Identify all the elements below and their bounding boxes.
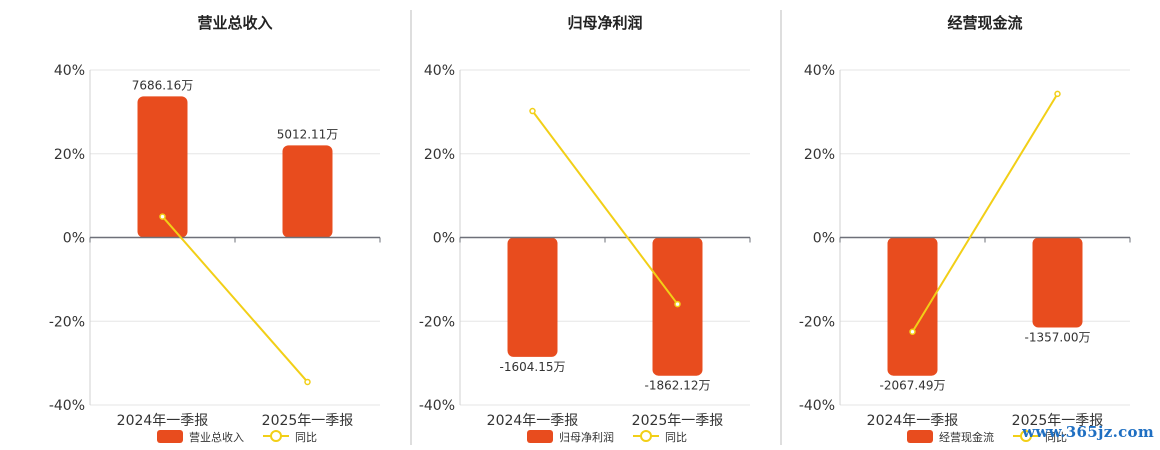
yoy-point [1054, 90, 1061, 98]
legend-label-bar: 归母净利润 [559, 430, 614, 444]
chart-panel-1: 营业总收入 40% 20% 0% -20% -40% 7686.16万 5012.11万 202… [49, 14, 381, 444]
y-tick-label: -40% [419, 398, 455, 414]
yoy-point [674, 300, 681, 308]
legend-label-line: 同比 [665, 431, 687, 444]
bar [137, 96, 188, 238]
legend-label-line: 同比 [1045, 431, 1067, 444]
x-tick-label: 2024年一季报 [867, 413, 959, 429]
y-tick-label: 20% [54, 147, 85, 163]
y-tick-label: 20% [804, 147, 835, 163]
y-tick-label: 40% [804, 63, 835, 79]
x-tick-label: 2025年一季报 [1012, 413, 1104, 429]
chart-title: 经营现金流 [947, 14, 1022, 32]
x-tick-label: 2024年一季报 [487, 413, 579, 429]
y-tick-label: -20% [799, 314, 835, 330]
legend-label-bar: 营业总收入 [189, 430, 244, 444]
bar-value-label: 7686.16万 [132, 78, 194, 92]
legend-label-line: 同比 [295, 431, 317, 444]
y-tick-label: -40% [799, 398, 835, 414]
legend-swatch-bar [157, 430, 183, 443]
y-tick-label: 0% [63, 231, 85, 247]
watermark: www.365jz.com [1022, 423, 1154, 441]
bar-value-label: -2067.49万 [880, 379, 946, 393]
y-tick-label: 20% [424, 147, 455, 163]
y-tick-label: -20% [419, 314, 455, 330]
bar-value-label: 5012.11万 [277, 127, 339, 141]
yoy-line [161, 215, 309, 383]
y-tick-label: -20% [49, 314, 85, 330]
x-tick-label: 2025年一季报 [262, 413, 354, 429]
y-tick-label: 40% [54, 63, 85, 79]
yoy-line [531, 110, 679, 305]
legend-swatch-marker [640, 430, 652, 442]
bar-value-label: -1862.12万 [645, 379, 711, 393]
yoy-point [909, 328, 916, 335]
chart-panel-3: 经营现金流 40% 20% 0% -20% -40% -2067.49万 -1357.00万 2… [799, 14, 1131, 444]
bar [1032, 237, 1083, 328]
legend-label-bar: 经营现金流 [939, 430, 994, 444]
legend-swatch-marker [270, 430, 282, 442]
chart-title: 营业总收入 [197, 14, 272, 32]
chart-panel-2: 归母净利润 40% 20% 0% -20% -40% -1604.15万 -1862.12万 2… [419, 14, 751, 444]
y-tick-label: -40% [49, 398, 85, 414]
y-tick-label: 0% [813, 231, 835, 247]
y-tick-label: 40% [424, 63, 455, 79]
yoy-line [911, 93, 1059, 333]
bar-value-label: -1604.15万 [500, 360, 566, 374]
yoy-point [304, 378, 311, 386]
chart-title: 归母净利润 [567, 14, 642, 32]
x-tick-label: 2025年一季报 [632, 413, 724, 429]
legend-swatch-marker [1020, 430, 1032, 442]
y-tick-label: 0% [433, 231, 455, 247]
bar [887, 237, 938, 376]
legend-swatch-bar [907, 430, 933, 443]
bar [282, 145, 333, 238]
yoy-point [529, 107, 536, 115]
yoy-point [159, 213, 166, 220]
legend-swatch-bar [527, 430, 553, 443]
x-tick-label: 2024年一季报 [117, 413, 209, 429]
bar-value-label: -1357.00万 [1025, 331, 1091, 345]
bar [507, 237, 558, 357]
